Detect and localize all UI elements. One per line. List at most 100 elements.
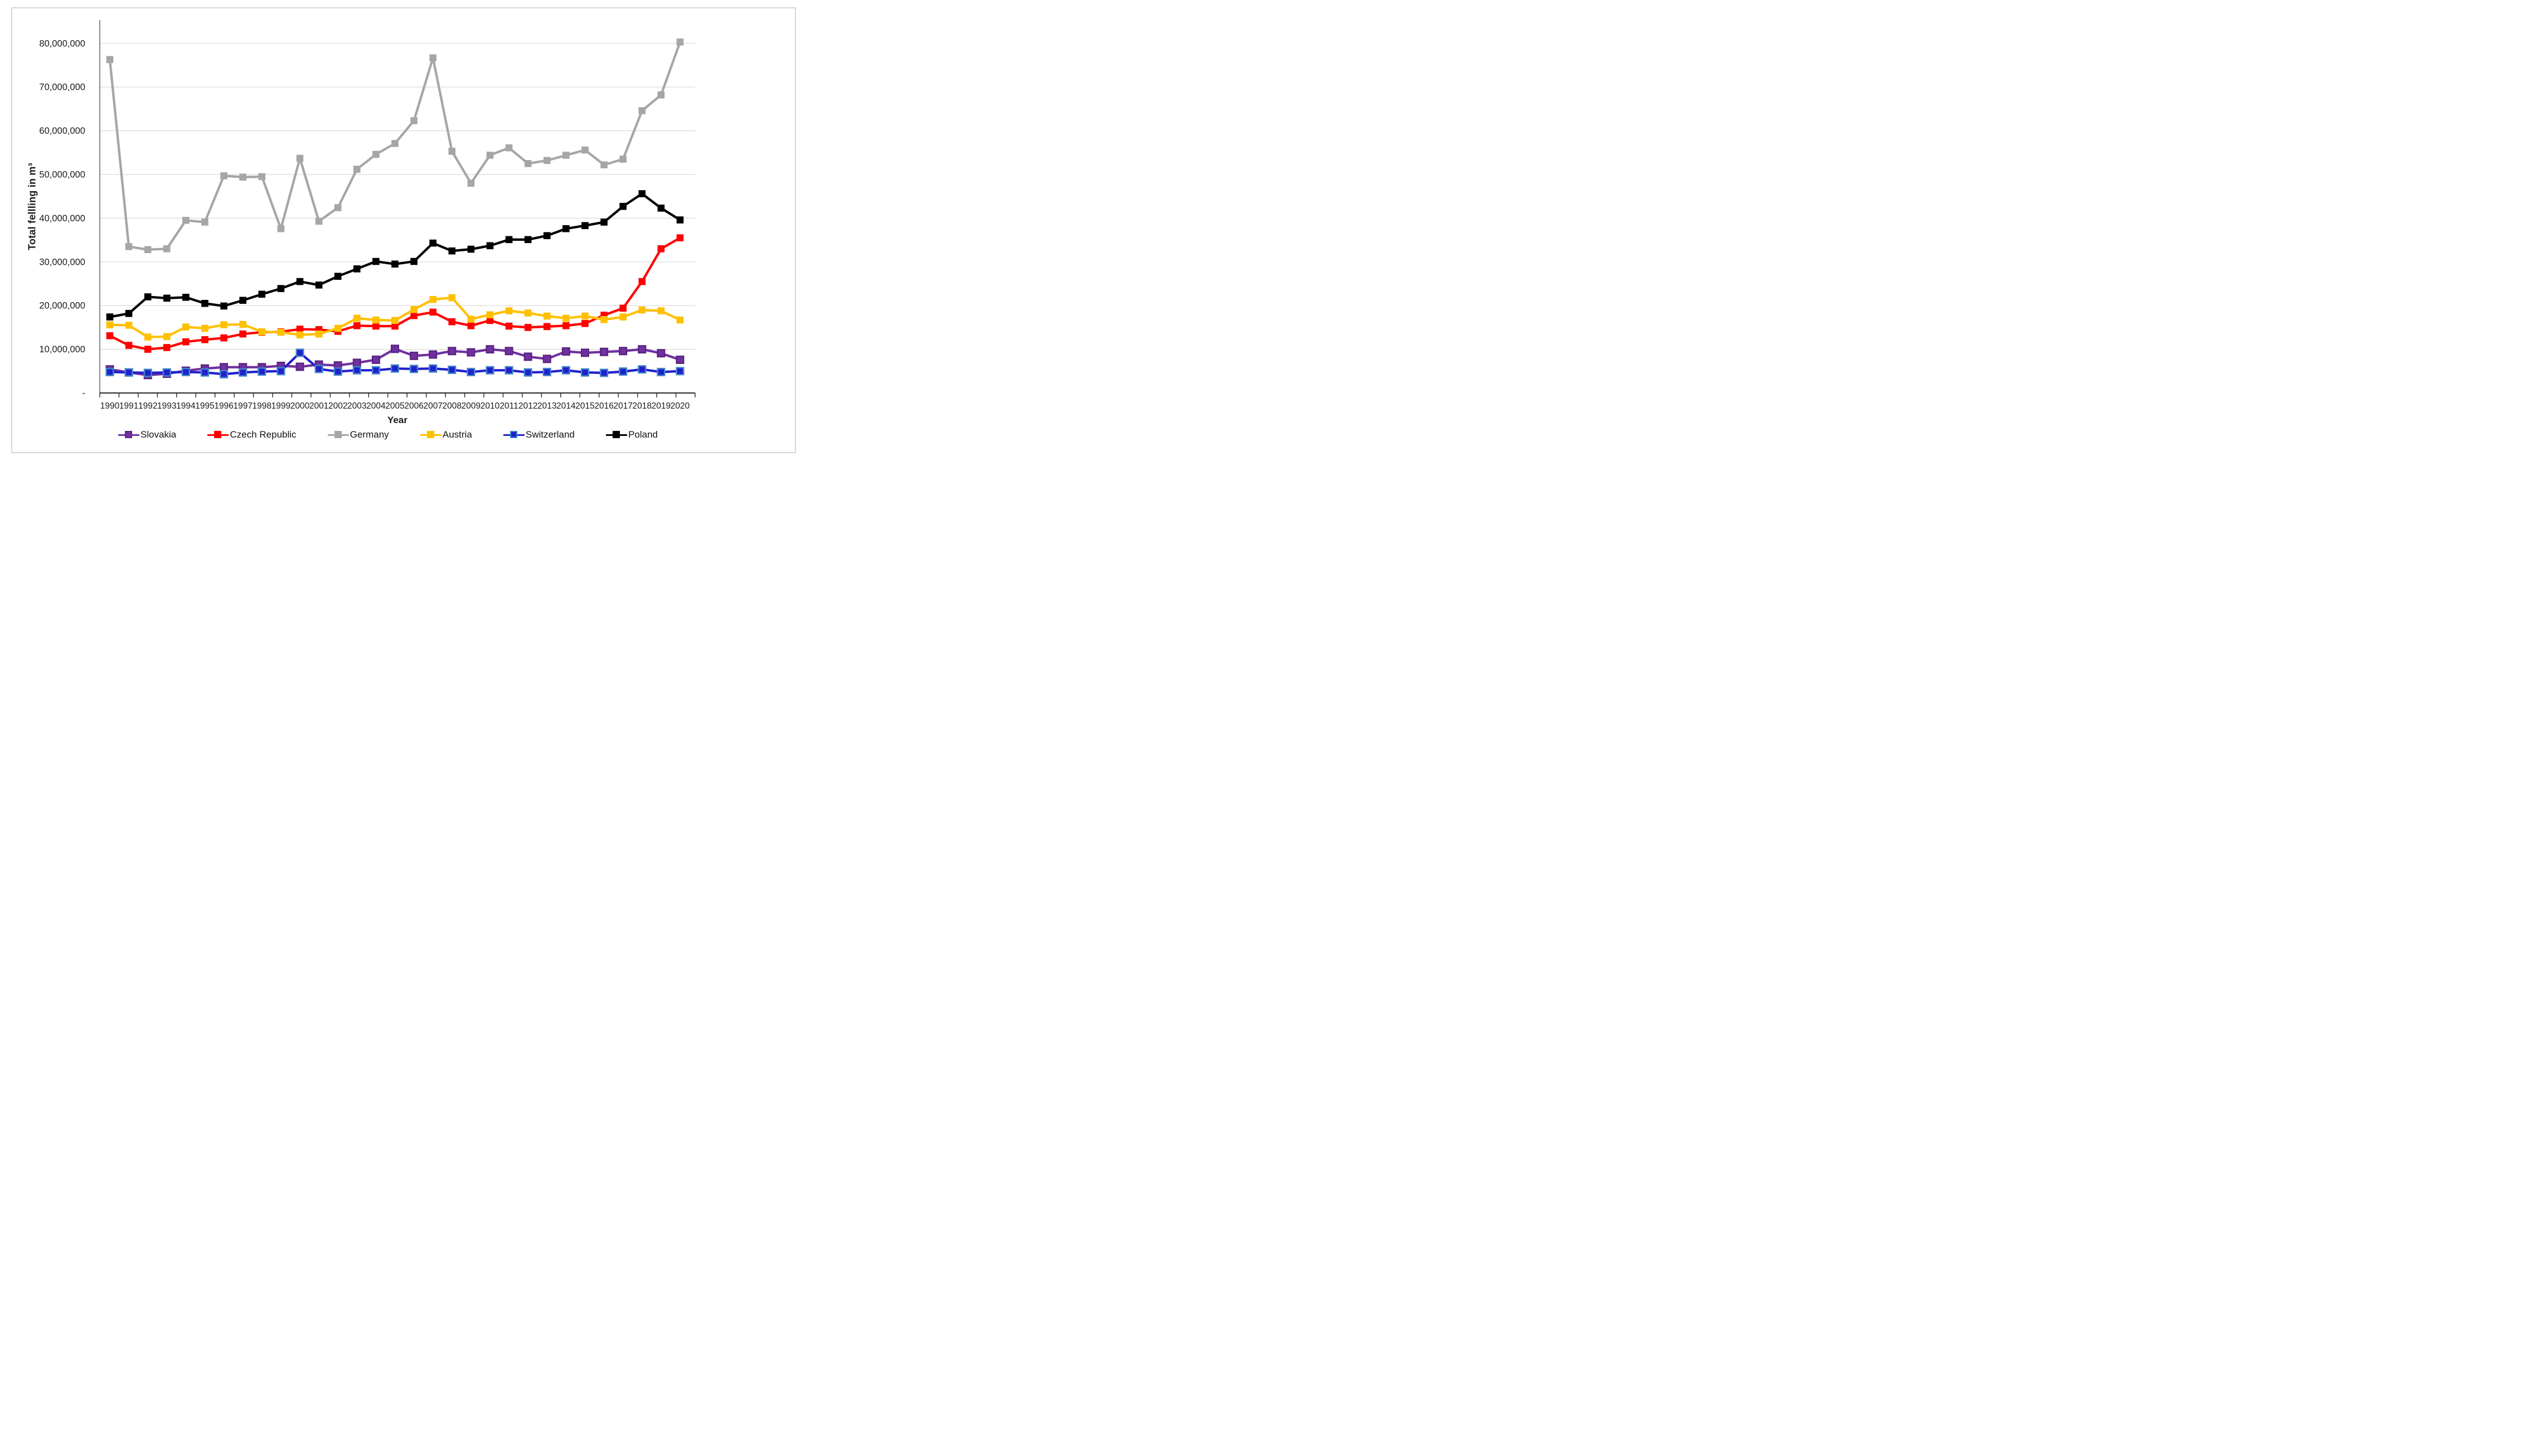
y-axis-title: Total fellling in m³ xyxy=(26,163,38,250)
data-point xyxy=(181,367,190,376)
data-point xyxy=(258,173,266,181)
data-point xyxy=(429,308,436,316)
data-point xyxy=(106,321,114,328)
data-point xyxy=(600,316,608,323)
data-point xyxy=(657,245,665,253)
x-tick-label: 1994 xyxy=(176,401,196,411)
legend-label-austria: Austria xyxy=(442,429,472,440)
x-tick-label: 2000 xyxy=(290,401,310,411)
data-point xyxy=(429,350,438,359)
x-tick-label: 2001 xyxy=(309,401,328,411)
data-point xyxy=(353,322,361,329)
series-poland xyxy=(106,190,684,321)
data-point xyxy=(504,366,513,375)
data-point xyxy=(258,290,266,298)
x-tick-label: 2014 xyxy=(556,401,576,411)
data-point xyxy=(600,347,609,356)
data-point xyxy=(314,365,323,373)
data-point xyxy=(486,311,494,318)
data-point xyxy=(239,321,246,328)
legend-square xyxy=(214,431,222,438)
data-point xyxy=(371,355,380,364)
data-point xyxy=(410,365,419,373)
data-point xyxy=(144,293,152,300)
data-point xyxy=(277,285,285,292)
series-markers-germany xyxy=(106,38,684,254)
data-point xyxy=(144,333,152,341)
data-point xyxy=(105,367,114,376)
data-point xyxy=(410,305,418,313)
data-point xyxy=(448,365,457,374)
data-point xyxy=(486,242,494,250)
data-point xyxy=(372,151,380,158)
data-point xyxy=(276,367,285,376)
data-point xyxy=(391,317,399,324)
data-point xyxy=(296,154,304,162)
data-point xyxy=(486,345,494,354)
data-point xyxy=(467,322,475,329)
data-point xyxy=(505,307,513,314)
x-tick-label: 2007 xyxy=(423,401,442,411)
legend-square xyxy=(125,431,132,438)
data-point xyxy=(220,370,229,378)
data-point xyxy=(125,310,133,317)
x-tick-label: 2018 xyxy=(633,401,652,411)
data-point xyxy=(657,367,666,376)
data-point xyxy=(258,367,266,376)
data-point xyxy=(182,323,190,331)
data-point xyxy=(467,316,475,323)
x-tick-label: 1998 xyxy=(253,401,271,411)
legend-item-czech-republic: Czech Republic xyxy=(207,429,297,440)
data-point xyxy=(542,355,551,363)
x-tick-label: 2004 xyxy=(366,401,386,411)
data-point xyxy=(429,364,438,373)
data-point xyxy=(410,312,418,319)
data-point xyxy=(429,239,436,247)
data-point xyxy=(600,219,608,226)
data-point xyxy=(106,313,114,321)
legend-item-poland: Poland xyxy=(606,429,658,440)
data-point xyxy=(581,222,589,230)
legend-label-switzerland: Switzerland xyxy=(525,429,575,440)
x-tick-label: 1990 xyxy=(100,401,120,411)
data-point xyxy=(543,323,551,331)
series-germany xyxy=(106,38,684,254)
series-line-poland xyxy=(109,192,681,318)
data-point xyxy=(163,245,171,253)
data-point xyxy=(296,331,304,339)
legend-label-slovakia: Slovakia xyxy=(140,429,177,440)
x-tick-label: 1991 xyxy=(119,401,138,411)
data-point xyxy=(619,313,627,321)
data-point xyxy=(581,320,589,327)
data-point xyxy=(657,91,665,99)
data-point xyxy=(619,304,627,312)
y-tick-label: 70,000,000 xyxy=(39,82,85,93)
data-point xyxy=(352,366,361,375)
data-point xyxy=(353,166,361,173)
x-tick-label: 2010 xyxy=(481,401,500,411)
data-point xyxy=(371,366,380,375)
x-axis-title: Year xyxy=(387,415,407,425)
x-tick-label: 2006 xyxy=(404,401,423,411)
data-point xyxy=(315,330,323,338)
data-point xyxy=(505,144,513,152)
data-point xyxy=(391,344,400,353)
x-tick-label: 2012 xyxy=(518,401,537,411)
data-point xyxy=(144,246,152,254)
legend-label-poland: Poland xyxy=(628,429,658,440)
data-point xyxy=(201,299,208,307)
data-point xyxy=(561,347,570,356)
data-point xyxy=(580,348,589,357)
data-point xyxy=(239,330,246,338)
data-point xyxy=(391,322,399,330)
data-point xyxy=(352,358,361,367)
series-austria xyxy=(106,294,684,341)
data-point xyxy=(581,312,589,320)
data-point xyxy=(676,316,684,324)
series-czech-republic xyxy=(106,234,684,353)
data-point xyxy=(562,152,570,159)
x-tick-label: 1995 xyxy=(195,401,214,411)
data-point xyxy=(295,348,304,357)
data-point xyxy=(239,368,247,377)
data-point xyxy=(220,321,227,328)
